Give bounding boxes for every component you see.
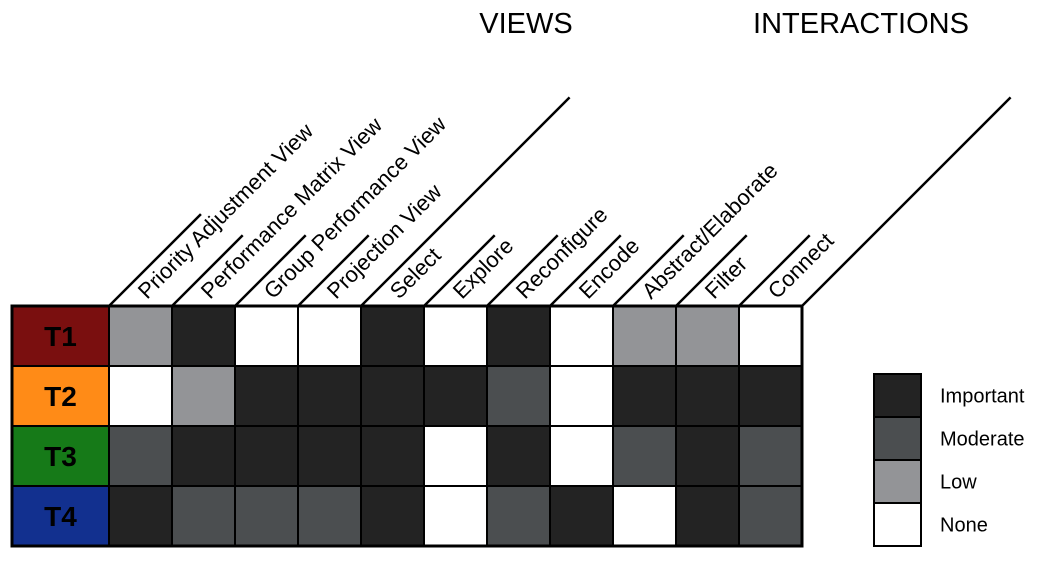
cell-t4-projection-view-moderate — [297, 485, 362, 547]
column-divider-lines — [108, 96, 1012, 307]
cell-t1-projection-view-none — [297, 305, 362, 367]
cell-t1-encode-none — [549, 305, 614, 367]
cell-t4-explore-none — [423, 485, 488, 547]
divider-line — [234, 234, 307, 307]
cell-t3-reconfigure-important — [486, 425, 551, 487]
task-row-labels: T1 T2 T3 T4 — [11, 305, 110, 547]
legend: Important Moderate Low None — [873, 373, 1025, 547]
cell-t1-connect-none — [738, 305, 803, 367]
cell-t1-reconfigure-important — [486, 305, 551, 367]
cell-t1-group-performance-view-none — [234, 305, 299, 367]
cell-t3-explore-none — [423, 425, 488, 487]
cell-t1-performance-matrix-view-important — [171, 305, 236, 367]
cell-t4-select-important — [360, 485, 425, 547]
column-header-explore: Explore — [448, 233, 518, 303]
cell-t1-priority-adjustment-view-low — [108, 305, 173, 367]
matrix-cells — [10, 304, 804, 548]
cell-t4-abstract-elaborate-none — [612, 485, 677, 547]
cell-t2-encode-none — [549, 365, 614, 427]
cell-t2-explore-important — [423, 365, 488, 427]
cell-t2-connect-important — [738, 365, 803, 427]
divider-line — [360, 96, 571, 307]
cell-t4-encode-important — [549, 485, 614, 547]
cell-t3-priority-adjustment-view-moderate — [108, 425, 173, 487]
divider-line — [486, 234, 559, 307]
legend-label-none: None — [940, 515, 988, 537]
cell-t4-filter-important — [675, 485, 740, 547]
divider-line — [738, 234, 811, 307]
cell-t4-performance-matrix-view-moderate — [171, 485, 236, 547]
divider-line — [171, 234, 244, 307]
cell-t1-filter-low — [675, 305, 740, 367]
row-label-t2: T2 — [44, 381, 77, 412]
cell-t2-reconfigure-moderate — [486, 365, 551, 427]
divider-line — [675, 234, 748, 307]
legend-swatch-important — [873, 373, 922, 418]
cell-t1-explore-none — [423, 305, 488, 367]
divider-line — [108, 213, 202, 307]
cell-t4-priority-adjustment-view-important — [108, 485, 173, 547]
row-label-t1: T1 — [44, 321, 77, 352]
cell-t3-connect-moderate — [738, 425, 803, 487]
legend-swatch-moderate — [873, 416, 922, 461]
cell-t3-select-important — [360, 425, 425, 487]
divider-line — [801, 96, 1012, 307]
legend-swatch-low — [873, 459, 922, 504]
cell-t1-abstract-elaborate-low — [612, 305, 677, 367]
row-label-t4: T4 — [44, 501, 77, 532]
legend-label-moderate: Moderate — [940, 429, 1025, 451]
cell-t3-abstract-elaborate-moderate — [612, 425, 677, 487]
cell-t3-filter-important — [675, 425, 740, 487]
divider-line — [297, 234, 370, 307]
row-label-t3: T3 — [44, 441, 77, 472]
matrix-border — [10, 304, 804, 548]
legend-swatch-none — [873, 502, 922, 547]
divider-line — [612, 234, 685, 307]
cell-t2-group-performance-view-important — [234, 365, 299, 427]
cell-t2-filter-important — [675, 365, 740, 427]
cell-t3-performance-matrix-view-important — [171, 425, 236, 487]
cell-t3-projection-view-important — [297, 425, 362, 487]
cell-t2-priority-adjustment-view-none — [108, 365, 173, 427]
divider-line — [423, 234, 496, 307]
column-header-projection-view: Projection View — [322, 179, 447, 304]
cell-t2-select-important — [360, 365, 425, 427]
views-group-label: VIEWS — [479, 8, 572, 40]
cell-t4-reconfigure-moderate — [486, 485, 551, 547]
divider-line — [549, 234, 622, 307]
cell-t1-select-important — [360, 305, 425, 367]
cell-t4-connect-moderate — [738, 485, 803, 547]
interactions-group-label: INTERACTIONS — [753, 8, 969, 40]
cell-t2-performance-matrix-view-low — [171, 365, 236, 427]
cell-t2-projection-view-important — [297, 365, 362, 427]
column-header-filter: Filter — [700, 251, 752, 303]
column-header-connect: Connect — [763, 228, 839, 304]
cell-t4-group-performance-view-moderate — [234, 485, 299, 547]
cell-t3-group-performance-view-important — [234, 425, 299, 487]
cell-t3-encode-none — [549, 425, 614, 487]
legend-label-important: Important — [940, 386, 1025, 408]
cell-t2-abstract-elaborate-important — [612, 365, 677, 427]
legend-label-low: Low — [940, 472, 977, 494]
